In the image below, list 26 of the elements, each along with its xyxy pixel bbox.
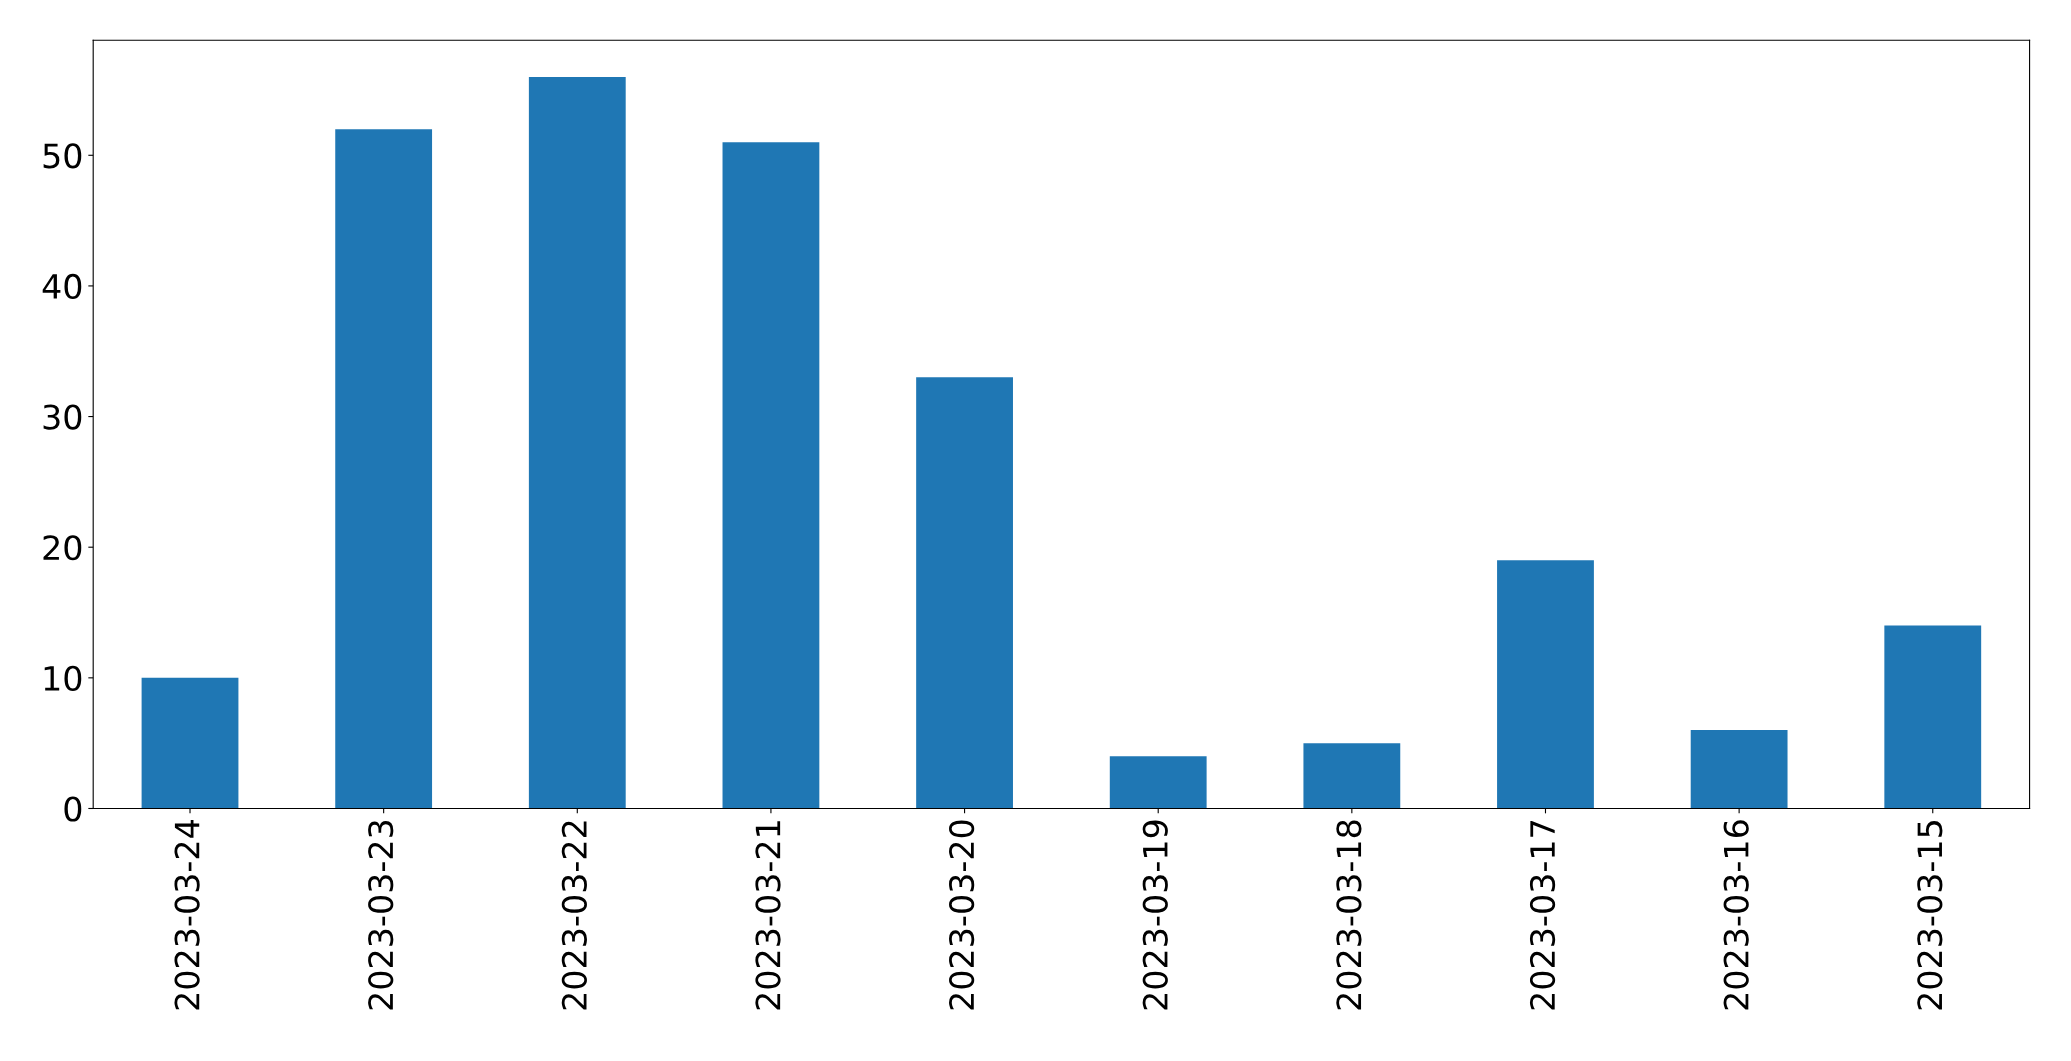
x-tick-label: 2023-03-19	[1142, 820, 1168, 1010]
y-tick-label: 0	[64, 796, 82, 822]
bar	[916, 377, 1013, 809]
x-tick-label: 2023-03-18	[1336, 820, 1362, 1010]
y-tick-label: 50	[43, 143, 82, 169]
bar	[1109, 756, 1207, 809]
x-tick-label: 2023-03-21	[755, 821, 781, 1010]
y-tick-label: 40	[42, 273, 82, 300]
y-tick-label: 20	[43, 535, 82, 561]
x-tick-label: 2023-03-22	[561, 821, 587, 1010]
x-tick-label: 2023-03-24	[174, 820, 200, 1010]
bar	[141, 677, 239, 809]
x-tick-label: 2023-03-20	[949, 820, 975, 1010]
bar	[1497, 560, 1594, 809]
bar	[1303, 743, 1401, 809]
x-tick-label: 2023-03-16	[1723, 820, 1749, 1010]
bar	[335, 129, 433, 809]
bar	[1884, 625, 1982, 809]
y-tick-label: 10	[44, 665, 82, 691]
y-tick-label: 30	[43, 404, 82, 430]
x-tick-label: 2023-03-17	[1529, 821, 1556, 1010]
bar	[528, 76, 626, 809]
bar	[1690, 730, 1788, 809]
bar	[722, 142, 820, 809]
x-tick-label: 2023-03-23	[368, 820, 394, 1010]
x-tick-label: 2023-03-15	[1917, 821, 1943, 1010]
